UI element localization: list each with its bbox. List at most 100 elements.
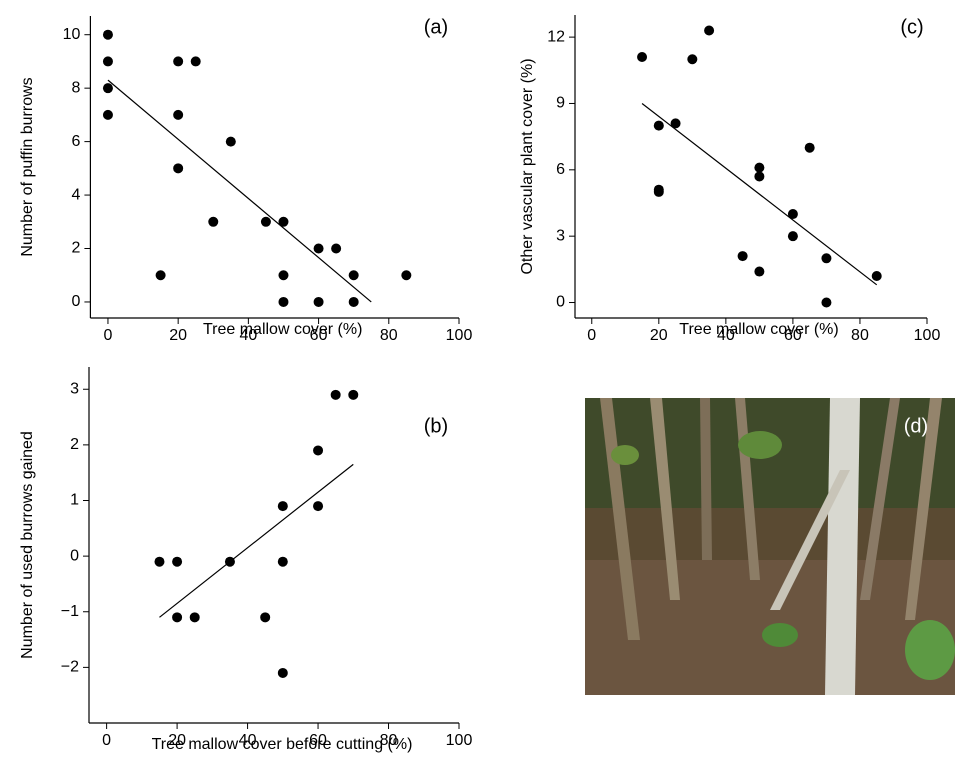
trunk xyxy=(770,470,850,610)
point xyxy=(670,118,681,129)
point xyxy=(278,216,289,227)
y-tick-label: 0 xyxy=(556,294,565,311)
point xyxy=(348,389,359,400)
trunk xyxy=(905,398,942,620)
point xyxy=(871,270,882,281)
x-tick-label: 20 xyxy=(650,327,668,344)
point xyxy=(821,297,832,308)
point xyxy=(313,445,324,456)
y-axis-label: Number of used burrows gained xyxy=(19,431,36,659)
panel-label: (c) xyxy=(900,16,923,38)
leaf xyxy=(738,431,782,459)
point xyxy=(155,270,166,281)
point xyxy=(277,556,288,567)
point xyxy=(313,501,324,512)
y-tick-label: −2 xyxy=(61,659,79,676)
x-tick-label: 100 xyxy=(446,327,473,344)
y-tick-label: 3 xyxy=(556,227,565,244)
point xyxy=(754,162,765,173)
point xyxy=(277,667,288,678)
point xyxy=(348,270,359,281)
y-tick-label: −1 xyxy=(61,603,79,620)
x-tick-label: 60 xyxy=(784,327,802,344)
x-tick-label: 80 xyxy=(851,327,869,344)
point xyxy=(313,296,324,307)
point xyxy=(172,612,183,623)
y-tick-label: 9 xyxy=(556,95,565,112)
trunk xyxy=(650,398,680,600)
point xyxy=(277,501,288,512)
trunk xyxy=(825,398,860,695)
x-tick-label: 80 xyxy=(380,327,398,344)
point xyxy=(154,556,165,567)
point xyxy=(173,109,184,120)
y-tick-label: 0 xyxy=(71,293,80,310)
x-tick-label: 0 xyxy=(102,732,111,749)
point xyxy=(787,231,798,242)
point xyxy=(102,29,113,40)
point xyxy=(804,142,815,153)
point xyxy=(225,136,236,147)
fit-line xyxy=(107,79,372,303)
trunk xyxy=(600,398,640,640)
y-tick-label: 4 xyxy=(71,186,80,203)
point xyxy=(208,216,219,227)
point xyxy=(653,120,664,131)
x-tick-label: 0 xyxy=(103,327,112,344)
x-tick-label: 100 xyxy=(914,327,941,344)
x-tick-label: 0 xyxy=(587,327,596,344)
x-tick-label: 80 xyxy=(380,732,398,749)
point xyxy=(102,56,113,67)
panel-label: (b) xyxy=(424,415,448,437)
fit-line xyxy=(641,102,878,286)
y-tick-label: 6 xyxy=(71,133,80,150)
y-tick-label: 2 xyxy=(70,436,79,453)
y-tick-label: 1 xyxy=(70,492,79,509)
y-tick-label: 0 xyxy=(70,547,79,564)
x-tick-label: 20 xyxy=(169,327,187,344)
y-tick-label: 12 xyxy=(547,28,565,45)
point xyxy=(704,25,715,36)
point xyxy=(330,389,341,400)
point xyxy=(224,556,235,567)
x-axis-label: Tree mallow cover before cutting (%) xyxy=(152,736,413,753)
y-tick-label: 2 xyxy=(71,240,80,257)
point xyxy=(637,52,648,63)
point xyxy=(189,612,200,623)
point xyxy=(278,270,289,281)
panel-label: (d) xyxy=(904,415,928,437)
point xyxy=(102,83,113,94)
x-tick-label: 40 xyxy=(239,732,257,749)
point xyxy=(278,296,289,307)
photo: (d) xyxy=(585,398,955,695)
x-tick-label: 20 xyxy=(168,732,186,749)
x-tick-label: 60 xyxy=(310,327,328,344)
point xyxy=(173,163,184,174)
y-tick-label: 3 xyxy=(70,380,79,397)
trunk xyxy=(700,398,712,560)
fit-line xyxy=(159,463,354,618)
trunk xyxy=(860,398,900,600)
x-axis-label: Tree mallow cover (%) xyxy=(203,321,362,338)
point xyxy=(737,251,748,262)
point xyxy=(653,186,664,197)
panel-label: (a) xyxy=(424,16,448,38)
point xyxy=(754,171,765,182)
point xyxy=(102,109,113,120)
leaf xyxy=(611,445,639,465)
point xyxy=(787,209,798,220)
x-tick-label: 40 xyxy=(717,327,735,344)
y-axis-label: Number of puffin burrows xyxy=(19,77,36,256)
y-tick-label: 6 xyxy=(556,161,565,178)
point xyxy=(190,56,201,67)
point xyxy=(401,270,412,281)
leaf xyxy=(762,623,798,647)
y-axis-label: Other vascular plant cover (%) xyxy=(519,58,536,274)
point xyxy=(260,612,271,623)
x-tick-label: 40 xyxy=(239,327,257,344)
point xyxy=(173,56,184,67)
point xyxy=(331,243,342,254)
point xyxy=(313,243,324,254)
x-axis-label: Tree mallow cover (%) xyxy=(679,321,838,338)
